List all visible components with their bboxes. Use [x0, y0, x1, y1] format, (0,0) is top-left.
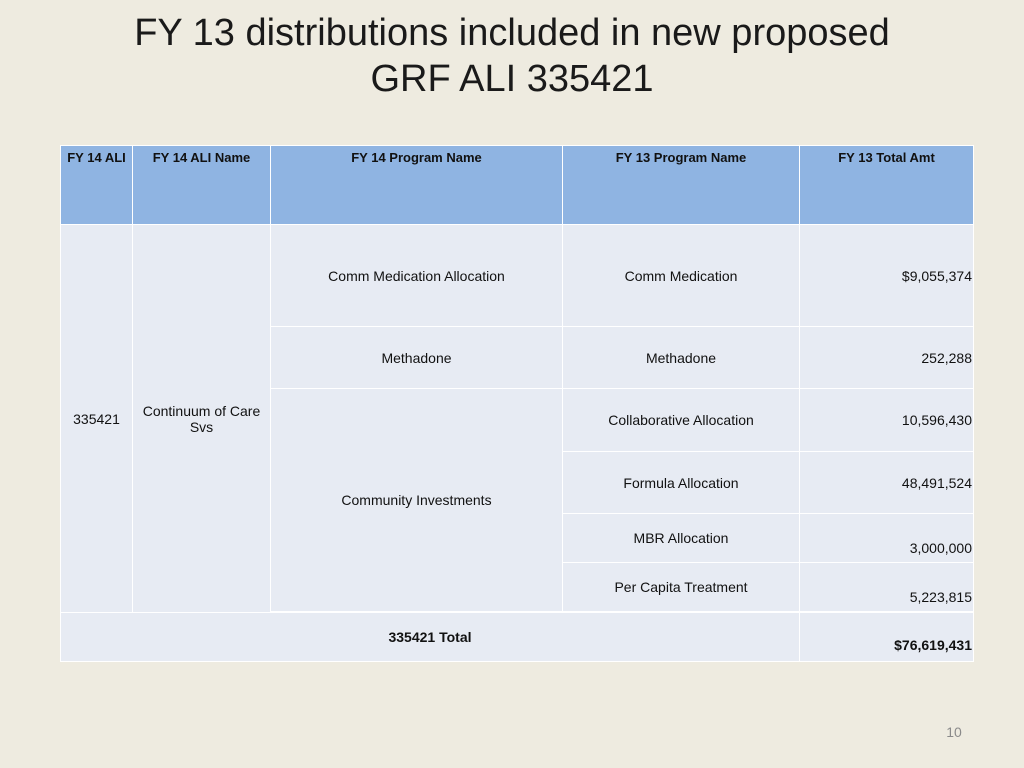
table-header-row: FY 14 ALI FY 14 ALI Name FY 14 Program N…: [60, 145, 974, 225]
slide-title: FY 13 distributions included in new prop…: [40, 10, 984, 102]
fy13-program-cell: Comm Medication: [562, 224, 800, 327]
header-fy14-ali: FY 14 ALI: [60, 145, 133, 225]
header-fy14-ali-name: FY 14 ALI Name: [132, 145, 271, 225]
total-label: 335421 Total: [60, 612, 800, 662]
amount-cell: 5,223,815: [799, 562, 974, 612]
fy13-program-cell: Formula Allocation: [562, 451, 800, 514]
slide-title-line-2: GRF ALI 335421: [370, 58, 654, 100]
distribution-table: FY 14 ALI FY 14 ALI Name FY 14 Program N…: [60, 145, 974, 662]
fy14-program-cell: Comm Medication Allocation: [270, 224, 563, 327]
table-row: Methadone Methadone 252,288: [61, 326, 974, 389]
amount-cell: 3,000,000: [799, 513, 974, 563]
table-row: 335421 Continuum of Care Svs Comm Medica…: [60, 224, 974, 613]
header-fy14-program-name: FY 14 Program Name: [270, 145, 563, 225]
slide-title-line-1: FY 13 distributions included in new prop…: [134, 12, 890, 54]
table-row: MBR Allocation 3,000,000: [61, 513, 974, 563]
total-row: 335421 Total $76,619,431: [60, 612, 974, 662]
amount-cell: 10,596,430: [799, 388, 974, 452]
fy14-program-cell: Methadone: [270, 326, 563, 389]
header-fy13-total-amt: FY 13 Total Amt: [799, 145, 974, 225]
amount-cell: $9,055,374: [799, 224, 974, 327]
fy13-program-cell: MBR Allocation: [562, 513, 800, 563]
ali-name-cell: Continuum of Care Svs: [132, 224, 271, 613]
table-row: Per Capita Treatment 5,223,815: [61, 562, 974, 612]
total-amount: $76,619,431: [799, 612, 974, 662]
fy13-program-cell: Per Capita Treatment: [562, 562, 800, 612]
table-row: Formula Allocation 48,491,524: [61, 451, 974, 514]
ali-cell: 335421: [60, 224, 133, 613]
fy14-program-cell: Community Investments: [270, 388, 563, 612]
amount-cell: 252,288: [799, 326, 974, 389]
header-fy13-program-name: FY 13 Program Name: [562, 145, 800, 225]
fy13-program-cell: Collaborative Allocation: [562, 388, 800, 452]
table-row: Community Investments Collaborative Allo…: [61, 388, 974, 612]
page-number: 10: [946, 724, 962, 740]
amount-cell: 48,491,524: [799, 451, 974, 514]
fy13-program-cell: Methadone: [562, 326, 800, 389]
